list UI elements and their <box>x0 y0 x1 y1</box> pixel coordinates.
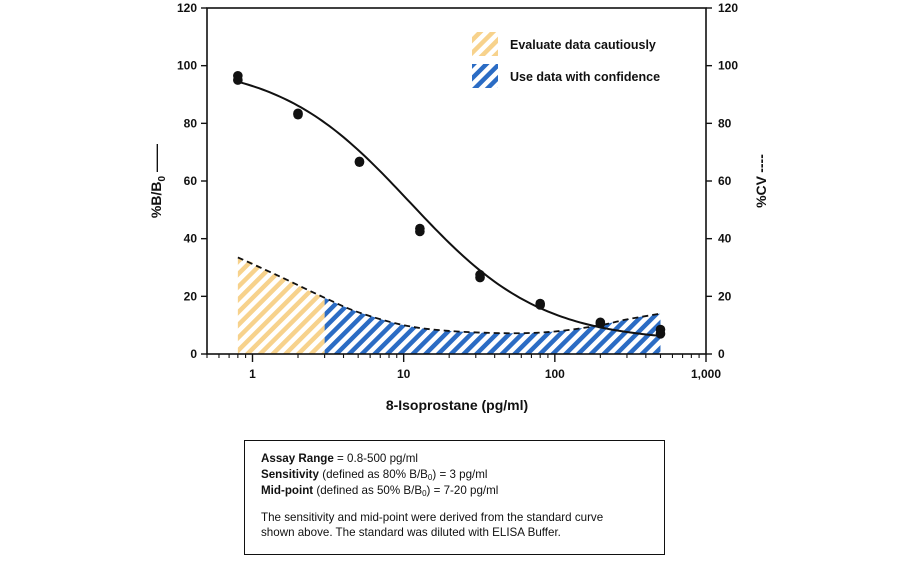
assay-range-label: Assay Range <box>261 452 334 465</box>
y-tick-label-right: 100 <box>718 59 738 73</box>
y-tick-label-left: 0 <box>190 347 197 361</box>
data-point <box>293 109 303 120</box>
midpoint-row: Mid-point (defined as 50% B/B0) = 7-20 p… <box>261 483 650 499</box>
data-point <box>233 75 243 85</box>
midpoint-subscript: 0 <box>422 489 427 498</box>
data-point <box>475 272 485 283</box>
y-axis-title-left-sub: 0 <box>157 176 168 182</box>
midpoint-label: Mid-point <box>261 484 314 497</box>
data-point <box>595 318 606 329</box>
y-axis-title-left: %B/B0 —— <box>148 144 168 218</box>
y-axis-title-right-linestyle: ---- <box>753 154 769 173</box>
x-tick-label: 10 <box>397 367 411 381</box>
cv-dashed-line <box>237 256 661 335</box>
note-line-1: The sensitivity and mid-point were deriv… <box>261 511 604 524</box>
legend-swatch-confidence <box>472 64 498 88</box>
y-axis-title-left-linestyle: —— <box>148 144 164 172</box>
y-axis-title-left-main: %B/B <box>148 182 164 219</box>
y-tick-label-left: 60 <box>184 174 198 188</box>
region-caution <box>237 257 325 354</box>
y-axis-title-right-main: %CV <box>753 175 769 208</box>
midpoint-definition: (defined as 50% B/B <box>313 484 423 497</box>
y-tick-label-right: 0 <box>718 347 725 361</box>
y-tick-label-right: 20 <box>718 289 732 303</box>
data-point <box>655 329 666 339</box>
y-tick-label-right: 40 <box>718 232 732 246</box>
x-tick-label: 1 <box>249 367 256 381</box>
legend-swatch-caution <box>472 32 498 56</box>
sensitivity-label: Sensitivity <box>261 468 319 481</box>
derivation-note: The sensitivity and mid-point were deriv… <box>261 510 650 540</box>
cv-curve-layer <box>237 256 661 335</box>
data-point <box>535 300 545 310</box>
y-tick-label-left: 100 <box>177 59 197 73</box>
y-tick-label-right: 60 <box>718 174 732 188</box>
note-line-2: shown above. The standard was diluted wi… <box>261 526 561 539</box>
x-tick-label: 1,000 <box>691 367 721 381</box>
y-tick-label-right: 80 <box>718 116 732 130</box>
legend-label-caution: Evaluate data cautiously <box>510 38 656 52</box>
y-tick-label-left: 80 <box>184 116 198 130</box>
sensitivity-value: ) = 3 pg/ml <box>432 468 488 481</box>
data-point <box>415 226 425 237</box>
y-tick-label-right: 120 <box>718 1 738 15</box>
assay-info-box: Assay Range = 0.8-500 pg/ml Sensitivity … <box>244 440 665 555</box>
shaded-regions <box>237 257 661 354</box>
standard-curve-layer <box>237 80 661 337</box>
standard-curve-line <box>237 80 661 337</box>
assay-range-row: Assay Range = 0.8-500 pg/ml <box>261 451 650 467</box>
data-point <box>354 157 365 168</box>
x-axis-title: 8-Isoprostane (pg/ml) <box>386 397 528 413</box>
legend: Evaluate data cautiously Use data with c… <box>472 32 660 88</box>
sensitivity-row: Sensitivity (defined as 80% B/B0) = 3 pg… <box>261 467 650 483</box>
assay-range-value: = 0.8-500 pg/ml <box>333 452 418 465</box>
midpoint-value: ) = 7-20 pg/ml <box>426 484 499 497</box>
region-confidence <box>324 297 661 354</box>
legend-label-confidence: Use data with confidence <box>510 70 660 84</box>
x-tick-label: 100 <box>545 367 565 381</box>
y-tick-label-left: 40 <box>184 232 198 246</box>
y-tick-label-left: 20 <box>184 289 198 303</box>
y-axis-title-right: %CV ---- <box>753 154 769 208</box>
data-points-layer <box>233 70 666 339</box>
y-tick-label-left: 120 <box>177 1 197 15</box>
sensitivity-definition: (defined as 80% B/B <box>319 468 428 481</box>
sensitivity-subscript: 0 <box>427 473 433 482</box>
